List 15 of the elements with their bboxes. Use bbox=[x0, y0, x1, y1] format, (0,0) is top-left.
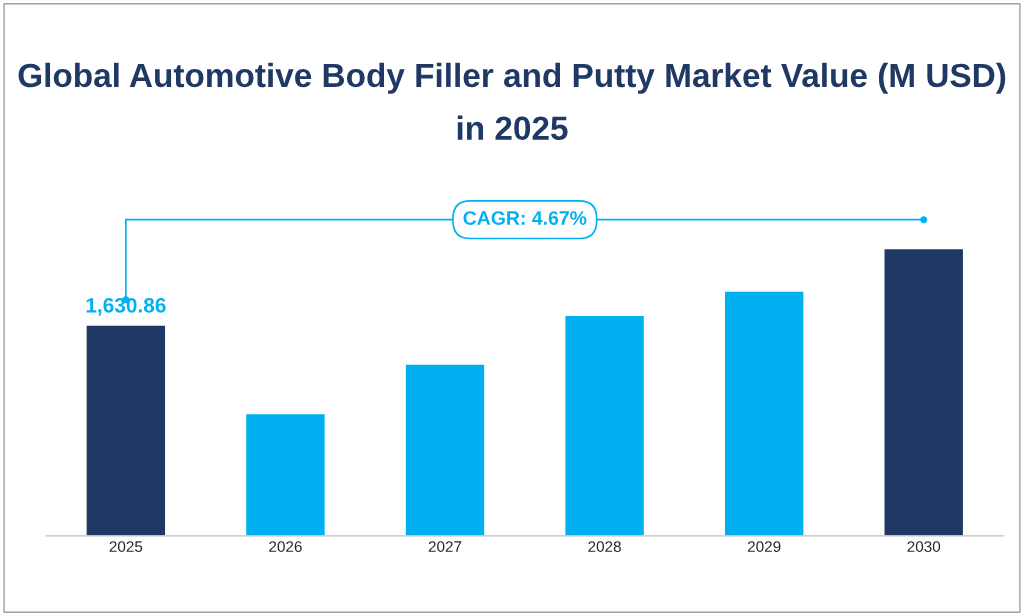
x-tick-label: 2029 bbox=[747, 541, 781, 552]
x-tick-label: 2030 bbox=[907, 541, 941, 552]
chart-title: Global Automotive Body Filler and Putty Market Value (M USD) in 2025 bbox=[18, 62, 1006, 141]
bar bbox=[404, 363, 486, 536]
x-tick-label: 2026 bbox=[269, 541, 302, 552]
bar bbox=[85, 324, 167, 536]
x-tick-label: 2025 bbox=[109, 541, 143, 552]
text: CAGR: 4.67% bbox=[463, 211, 587, 225]
bar bbox=[563, 314, 646, 536]
bar bbox=[244, 412, 327, 536]
x-tick-label: 2027 bbox=[428, 541, 462, 552]
bar bbox=[883, 247, 965, 536]
bar bbox=[723, 290, 805, 536]
x-tick-label: 2028 bbox=[588, 541, 621, 552]
data-label: 1,630.86 bbox=[86, 297, 166, 316]
